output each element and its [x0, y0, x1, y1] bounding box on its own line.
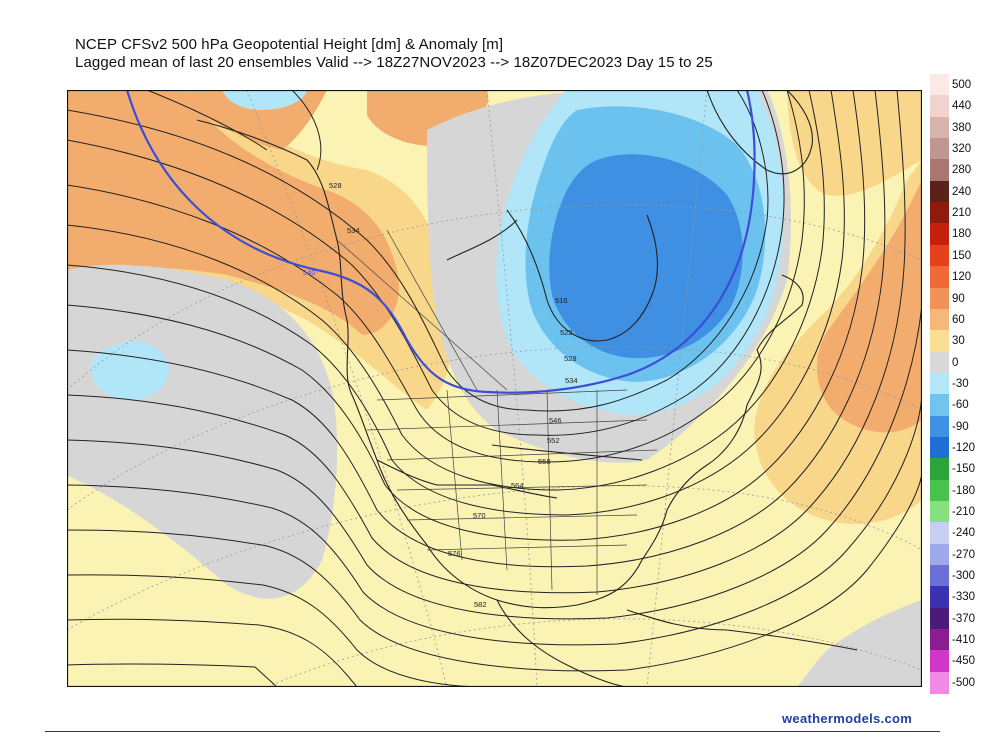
legend-label: 210	[952, 207, 972, 220]
state-borders	[336, 229, 658, 595]
legend-swatch	[930, 436, 949, 459]
legend-label: -500	[952, 676, 976, 689]
neutral-anomaly-southeast	[797, 600, 922, 687]
title-line-1: NCEP CFSv2 500 hPa Geopotential Height […	[75, 36, 504, 53]
legend-swatch	[930, 287, 949, 310]
legend-swatch	[930, 415, 949, 438]
legend-swatch	[930, 607, 949, 630]
positive-anomaly-atlantic-core	[817, 180, 922, 433]
legend-label: -300	[952, 570, 976, 583]
legend-swatch	[930, 223, 949, 246]
legend-label: -120	[952, 441, 976, 454]
legend-label: 120	[952, 271, 972, 284]
legend-swatch	[930, 202, 949, 224]
legend-swatch	[930, 522, 949, 545]
legend-swatch	[930, 330, 949, 353]
contour-label-534-north: 534	[347, 226, 360, 235]
height-contours	[67, 90, 922, 687]
map-frame	[67, 90, 922, 687]
contour-label-528-south: 528	[564, 354, 577, 363]
legend-swatch	[930, 74, 949, 96]
legend-label: -150	[952, 463, 976, 476]
contour-label-558: 558	[538, 457, 551, 466]
legend-label: -240	[952, 527, 976, 540]
contour-labels: 528 534 540 516 522 528 534 546 552 558 …	[303, 181, 578, 609]
legend-label: 180	[952, 228, 972, 241]
legend-swatch	[930, 394, 949, 417]
credit-text: weathermodels.com	[782, 711, 913, 726]
legend-label: 0	[952, 356, 959, 369]
legend-label: -330	[952, 591, 976, 604]
chart-title: NCEP CFSv2 500 hPa Geopotential Height […	[75, 36, 713, 72]
legend-label: 150	[952, 249, 972, 262]
legend-swatch	[930, 95, 949, 118]
540-dm-contour	[125, 90, 756, 394]
legend-swatch	[930, 671, 949, 694]
legend-swatch	[930, 501, 949, 523]
positive-anomaly-west-core	[67, 90, 399, 335]
negative-anomaly-pacific-cutoff	[91, 341, 169, 400]
legend-swatch	[930, 180, 949, 203]
legend-swatch	[930, 458, 949, 481]
legend-label: -60	[952, 399, 969, 412]
legend-label: 60	[952, 313, 965, 326]
legend-swatch	[930, 244, 949, 267]
legend-swatch	[930, 650, 949, 673]
positive-anomaly-baffin	[787, 90, 922, 196]
contour-label-516: 516	[555, 296, 568, 305]
legend-swatch	[930, 372, 949, 395]
contour-label-564: 564	[511, 481, 524, 490]
contour-label-576: 576	[448, 549, 461, 558]
legend-label: 440	[952, 100, 972, 113]
legend-swatch	[930, 138, 949, 160]
legend-label: 320	[952, 143, 972, 156]
legend-label: 90	[952, 292, 965, 305]
legend-swatch	[930, 266, 949, 288]
legend-label: 30	[952, 335, 965, 348]
legend-label: -30	[952, 377, 969, 390]
legend-label: -370	[952, 612, 976, 625]
title-line-2: Lagged mean of last 20 ensembles Valid -…	[75, 54, 713, 71]
contour-label-528-north: 528	[329, 181, 342, 190]
legend-label: 280	[952, 164, 972, 177]
legend-swatch	[930, 629, 949, 651]
contour-label-546: 546	[549, 416, 562, 425]
legend-label: -210	[952, 506, 976, 518]
legend-label: 380	[952, 121, 972, 134]
legend-label: -450	[952, 655, 976, 668]
legend-label: -270	[952, 548, 976, 561]
contour-label-540: 540	[303, 268, 316, 277]
legend-swatch	[930, 351, 949, 374]
legend-label: 240	[952, 185, 972, 198]
negative-anomaly-strong	[549, 154, 743, 359]
legend-swatch	[930, 159, 949, 182]
contour-label-552: 552	[547, 436, 560, 445]
legend-label: -90	[952, 420, 969, 433]
legend-label: -180	[952, 484, 976, 497]
legend-swatch	[930, 479, 949, 502]
contour-label-570: 570	[473, 511, 486, 520]
contour-label-522: 522	[560, 328, 573, 337]
legend-swatch	[930, 543, 949, 566]
legend-swatch	[930, 308, 949, 331]
legend-label: -410	[952, 634, 976, 647]
legend-swatch	[930, 586, 949, 609]
legend-swatch	[930, 116, 949, 139]
weather-map: 528 534 540 516 522 528 534 546 552 558 …	[67, 90, 922, 687]
negative-anomaly-arctic	[222, 90, 307, 110]
positive-anomaly-north-pacific	[187, 90, 327, 150]
contour-label-534-south: 534	[565, 376, 578, 385]
legend-label: 500	[952, 79, 972, 91]
anomaly-color-legend: 500 440 380 320 280 240 210 180 150 120 90 60 30 0 -30…	[930, 74, 1000, 694]
legend-swatch	[930, 565, 949, 587]
contour-label-582: 582	[474, 600, 487, 609]
coastlines	[196, 90, 858, 687]
bottom-divider	[45, 731, 940, 732]
